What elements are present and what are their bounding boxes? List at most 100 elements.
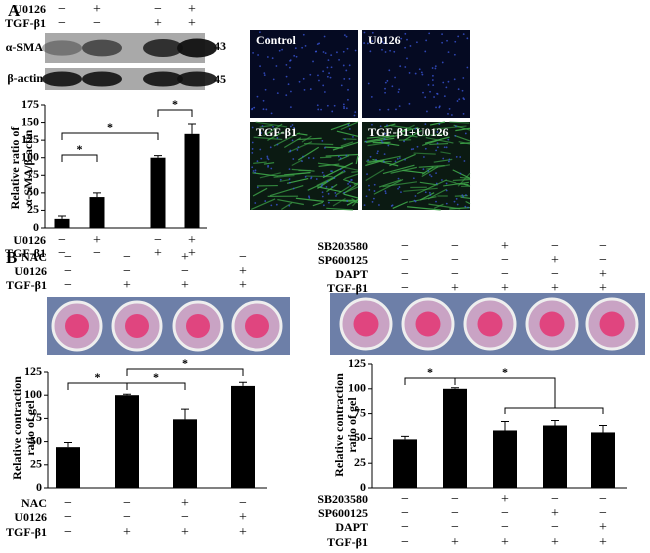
- nucleus: [422, 168, 425, 171]
- nucleus: [343, 34, 346, 37]
- nucleus: [430, 175, 433, 178]
- fiber: [416, 179, 448, 195]
- bar: [54, 218, 70, 228]
- micrograph-label: TGF-β1: [256, 125, 297, 139]
- nucleus: [333, 177, 336, 179]
- fiber: [332, 141, 359, 151]
- treatment-name: U0126: [13, 2, 46, 16]
- nucleus: [322, 84, 325, 87]
- nucleus: [285, 63, 288, 66]
- treatment-sign: −: [551, 492, 559, 507]
- fiber: [403, 187, 438, 192]
- treatment-sign: +: [123, 278, 131, 293]
- nucleus: [410, 148, 413, 151]
- nucleus: [276, 137, 279, 139]
- blot-band: [82, 71, 122, 87]
- fiber: [340, 121, 359, 131]
- fiber: [406, 206, 441, 211]
- treatment-sign: +: [181, 250, 189, 265]
- nucleus: [251, 126, 254, 129]
- treatment-sign: +: [239, 278, 247, 293]
- nucleus: [445, 202, 448, 205]
- nucleus: [349, 184, 352, 187]
- nucleus: [462, 113, 465, 115]
- nucleus: [287, 83, 290, 86]
- nucleus: [422, 91, 424, 94]
- nucleus: [427, 170, 430, 172]
- nucleus: [371, 200, 374, 203]
- nucleus: [266, 56, 269, 58]
- nucleus: [406, 38, 408, 41]
- nucleus: [289, 150, 292, 153]
- nucleus: [352, 135, 354, 138]
- nucleus: [386, 124, 388, 127]
- y-tick-label: 25: [30, 457, 42, 471]
- nucleus: [366, 42, 369, 45]
- nucleus: [276, 143, 279, 146]
- nucleus: [426, 110, 428, 113]
- y-tick-label: 100: [348, 381, 366, 395]
- nucleus: [372, 197, 375, 200]
- nucleus: [348, 77, 351, 80]
- nucleus: [462, 77, 465, 79]
- fiber: [455, 127, 471, 132]
- nucleus: [462, 195, 465, 198]
- nucleus: [434, 67, 437, 70]
- nucleus: [369, 50, 372, 53]
- nucleus: [317, 74, 319, 77]
- bar: [231, 385, 255, 488]
- treatment-sign: −: [64, 250, 72, 265]
- fiber: [336, 130, 359, 137]
- nucleus: [289, 66, 291, 69]
- y-tick-label: 50: [27, 185, 39, 199]
- fiber: [421, 166, 439, 178]
- treatment-sign: −: [401, 239, 409, 254]
- nucleus: [445, 189, 448, 192]
- fiber: [419, 181, 438, 186]
- error-bar: [188, 123, 196, 134]
- nucleus: [323, 146, 326, 149]
- nucleus: [345, 35, 348, 38]
- nucleus: [288, 204, 291, 207]
- nucleus: [321, 191, 324, 194]
- treatment-sign: +: [451, 535, 459, 550]
- nucleus: [435, 182, 438, 185]
- treatment-sign: −: [451, 506, 459, 521]
- nucleus: [293, 54, 296, 57]
- blot-band: [143, 71, 183, 87]
- nucleus: [342, 64, 345, 67]
- significance-bracket: [67, 382, 128, 390]
- nucleus: [285, 94, 288, 97]
- nucleus: [424, 123, 427, 126]
- fiber: [391, 125, 412, 130]
- fiber: [295, 197, 324, 202]
- fiber: [396, 127, 419, 134]
- nucleus: [445, 86, 448, 89]
- nucleus: [398, 88, 401, 91]
- nucleus: [334, 192, 337, 194]
- treatment-sign: +: [239, 510, 247, 525]
- nucleus: [387, 108, 390, 111]
- treatment-name: TGF-β1: [6, 525, 47, 539]
- nucleus: [438, 105, 441, 108]
- significance-bracket: [126, 382, 186, 390]
- fiber: [273, 174, 295, 179]
- nucleus: [408, 102, 411, 105]
- fiber: [365, 137, 395, 143]
- y-axis-label: ratio of gel: [23, 400, 37, 456]
- nucleus: [304, 45, 307, 47]
- treatment-sign: +: [501, 535, 509, 550]
- treatment-sign: −: [599, 506, 607, 521]
- significance-label: *: [95, 370, 101, 384]
- bar: [56, 447, 80, 488]
- nucleus: [353, 114, 356, 117]
- nucleus: [423, 156, 425, 158]
- gel-disc: [415, 311, 441, 337]
- treatment-name: SB203580: [317, 492, 368, 506]
- treatment-name: U0126: [14, 510, 47, 524]
- nucleus: [455, 155, 458, 158]
- nucleus: [251, 151, 254, 154]
- fiber: [334, 164, 359, 171]
- fiber: [355, 155, 359, 165]
- nucleus: [384, 51, 387, 53]
